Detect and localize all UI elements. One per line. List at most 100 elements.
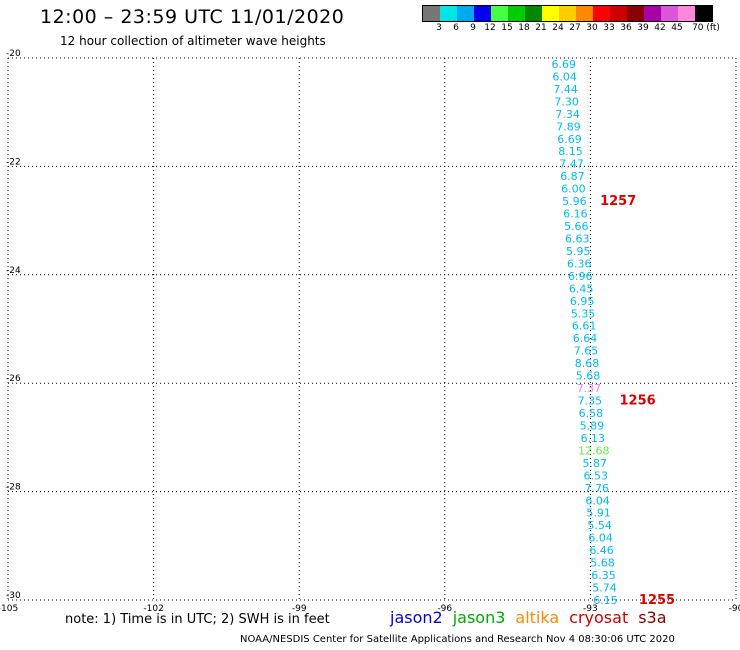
wave-height-label: 7.30	[554, 95, 579, 108]
wave-height-label: 5.54	[587, 519, 612, 532]
wave-height-label: 5.95	[566, 245, 591, 258]
y-tick-label: -30	[6, 591, 21, 601]
legend-entry-jason3: jason3	[452, 608, 506, 627]
wave-height-label: 7.37	[577, 382, 602, 395]
wave-height-label: 6.69	[551, 58, 576, 71]
color-scale-label: 18	[518, 23, 530, 33]
color-scale-label: 45	[671, 23, 683, 33]
wave-height-label: 5.96	[562, 195, 587, 208]
color-scale-label: 42	[654, 23, 666, 33]
wave-height-label: 6.53	[583, 469, 608, 482]
wave-height-label: 6.64	[573, 332, 598, 345]
data-labels: 6.696.047.447.307.347.896.698.157.476.87…	[551, 58, 617, 607]
chart-subtitle: 12 hour collection of altimeter wave hei…	[60, 34, 326, 48]
wave-height-label: 6.00	[561, 183, 586, 196]
pass-time-annotation: 1255	[639, 593, 675, 608]
pass-time-annotation: 1257	[600, 194, 636, 209]
legend-entry-cryosat: cryosat	[569, 608, 629, 627]
color-scale-label: 15	[501, 23, 513, 33]
color-swatch	[508, 6, 525, 21]
wave-height-label: 6.69	[557, 133, 582, 146]
color-scale-label: 70 (ft)	[692, 23, 720, 33]
color-scale-bar	[422, 5, 713, 22]
wave-height-label: 6.58	[579, 407, 604, 420]
color-swatch	[559, 6, 576, 21]
legend-entry-s3a: s3a	[638, 608, 667, 627]
x-tick-label: -99	[292, 604, 307, 614]
wave-height-label: 7.47	[559, 158, 584, 171]
color-scale-label: 24	[552, 23, 564, 33]
color-scale-label: 12	[484, 23, 496, 33]
x-tick-label: -93	[583, 604, 598, 614]
wave-height-label: 5.66	[564, 220, 589, 233]
wave-height-label: 6.87	[560, 170, 585, 183]
wave-height-label: 6.04	[585, 494, 610, 507]
legend-entry-jason2: jason2	[390, 608, 443, 627]
color-scale-labels: 3 6 9 12 15 18 21 24 27 30 33 36 39 42 45 70 (ft)	[422, 23, 740, 35]
pass-time-annotation: 1256	[620, 394, 656, 409]
wave-height-label: 7.35	[578, 395, 603, 408]
x-tick-label: -90	[729, 604, 740, 614]
wave-height-label: 8.68	[575, 357, 600, 370]
color-scale-label: 36	[620, 23, 632, 33]
color-swatch	[525, 6, 542, 21]
grid-lines	[7, 57, 737, 601]
wave-height-label: 7.89	[556, 120, 581, 133]
wave-height-label: 6.45	[569, 282, 594, 295]
y-tick-label: -20	[6, 49, 21, 59]
wave-height-label: 6.36	[567, 257, 592, 270]
y-tick-label: -26	[6, 374, 21, 384]
wave-height-label: 5.74	[592, 582, 617, 595]
x-tick-label: -96	[437, 604, 452, 614]
color-swatch	[661, 6, 678, 21]
color-swatch	[491, 6, 508, 21]
color-scale-label: 39	[637, 23, 649, 33]
color-swatch	[474, 6, 491, 21]
color-swatch	[576, 6, 593, 21]
wave-height-label: 6.16	[563, 208, 588, 221]
wave-height-label: 5.91	[586, 507, 611, 520]
color-swatch	[593, 6, 610, 21]
color-scale-label: 33	[603, 23, 615, 33]
wave-height-label: 5.35	[571, 307, 596, 320]
wave-height-label: 6.96	[568, 270, 593, 283]
color-swatch	[678, 6, 695, 21]
color-scale-label: 27	[569, 23, 581, 33]
color-swatch	[457, 6, 474, 21]
wave-height-label: 5.87	[583, 457, 608, 470]
y-tick-label: -24	[6, 266, 21, 276]
color-swatch	[440, 6, 457, 21]
wave-height-label: 7.44	[553, 83, 578, 96]
chart-title: 12:00 – 23:59 UTC 11/01/2020	[40, 6, 345, 28]
wave-height-label: 6.61	[572, 320, 597, 333]
x-tick-label: -105	[0, 604, 18, 614]
wave-height-label: 6.95	[570, 295, 595, 308]
wave-height-label: 6.46	[589, 544, 614, 557]
legend-entry-altika: altika	[515, 608, 560, 627]
color-swatch	[610, 6, 627, 21]
wave-height-label: 5.68	[576, 370, 601, 383]
wave-height-label: 7.76	[584, 482, 609, 495]
y-tick-label: -28	[6, 483, 21, 493]
x-tick-label: -102	[143, 604, 163, 614]
color-scale-label: 9	[470, 23, 476, 33]
wave-height-label: 6.63	[565, 232, 590, 245]
color-swatch	[644, 6, 661, 21]
color-scale-label: 3	[436, 23, 442, 33]
units-note: note: 1) Time is in UTC; 2) SWH is in fe…	[65, 612, 330, 627]
wave-height-label: 12.68	[578, 444, 610, 457]
wave-height-label: 5.68	[590, 557, 615, 570]
wave-height-label: 5.89	[580, 419, 605, 432]
color-scale-label: 6	[453, 23, 459, 33]
color-swatch	[695, 6, 712, 21]
color-swatch	[542, 6, 559, 21]
wave-height-label: 6.15	[593, 594, 618, 607]
credit-line: NOAA/NESDIS Center for Satellite Applica…	[240, 634, 675, 645]
wave-height-label: 7.34	[555, 108, 580, 121]
color-swatch	[423, 6, 440, 21]
satellite-legend: jason2 jason3 altika cryosat s3a	[390, 608, 677, 627]
annotations: 1257 1256 1255	[600, 194, 675, 608]
wave-height-label: 6.13	[581, 432, 606, 445]
color-scale-label: 30	[586, 23, 598, 33]
